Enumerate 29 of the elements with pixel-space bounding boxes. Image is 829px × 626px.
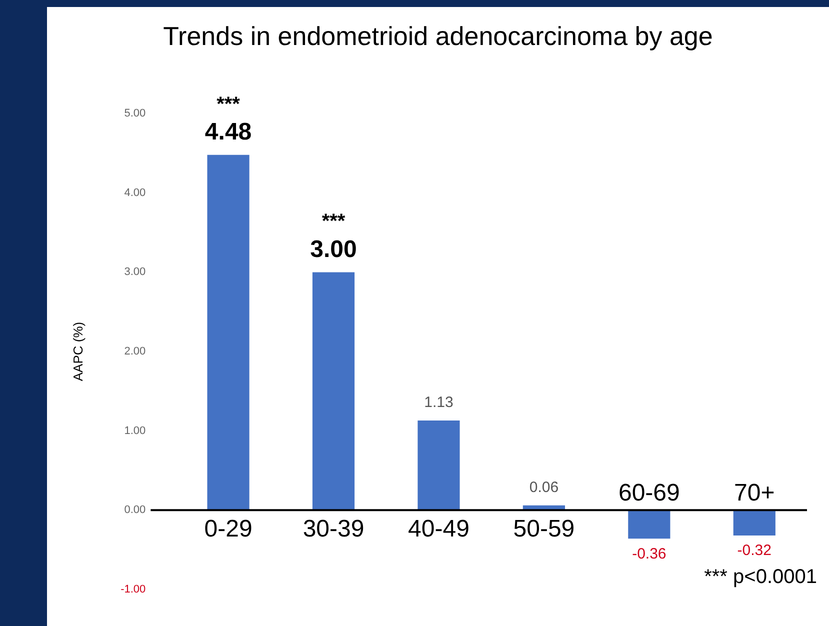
x-tick-label: 60-69: [618, 480, 680, 507]
y-tick-label: 5.00: [124, 108, 146, 120]
bar: [207, 154, 250, 510]
x-tick-label: 50-59: [513, 516, 575, 543]
y-tick-label: 1.00: [124, 424, 146, 437]
x-tick-label: 40-49: [408, 516, 470, 543]
data-label: 1.13: [424, 394, 454, 412]
y-tick-label: 4.00: [124, 186, 146, 199]
data-label: -0.32: [737, 542, 772, 560]
data-label: 0.06: [529, 478, 559, 496]
chart-title: Trends in endometrioid adenocarcinoma by age: [162, 21, 714, 52]
bar: [628, 510, 670, 539]
annotation: ***: [322, 210, 346, 233]
y-tick-label: 3.00: [124, 266, 146, 278]
y-tick-label: -1.00: [120, 583, 146, 596]
annotation: ***: [216, 93, 240, 116]
data-label: 3.00: [310, 236, 357, 263]
y-tick-label: 0.00: [124, 504, 146, 516]
x-tick-label: 70+: [734, 480, 775, 507]
bar: [733, 510, 776, 536]
data-label: 4.48: [204, 118, 252, 146]
annotation: *** p<0.0001: [704, 566, 817, 588]
data-label: -0.36: [632, 545, 666, 562]
x-tick-label: 30-39: [302, 516, 364, 543]
y-axis-title: AAPC (%): [70, 322, 86, 382]
y-tick-label: 2.00: [124, 346, 146, 358]
bar: [312, 272, 355, 510]
x-tick-label: 0-29: [204, 516, 252, 543]
bar: [418, 420, 460, 510]
